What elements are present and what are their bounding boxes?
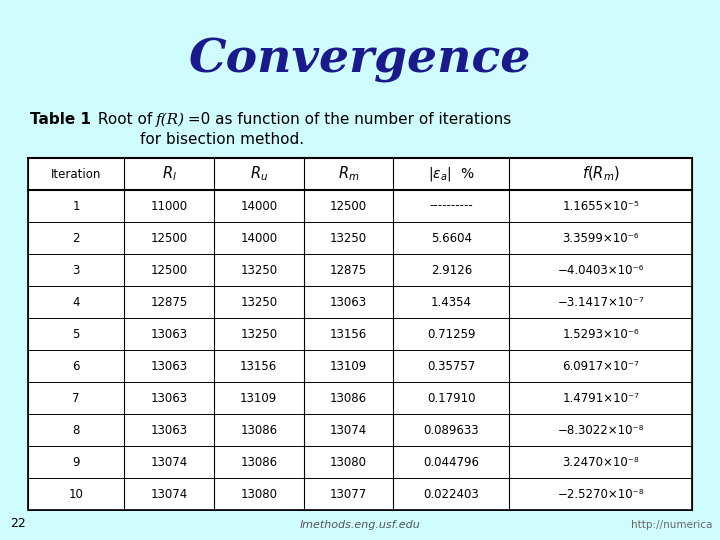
Text: 13250: 13250 <box>240 264 277 276</box>
Text: $R_l$: $R_l$ <box>161 165 176 184</box>
Text: lmethods.eng.usf.edu: lmethods.eng.usf.edu <box>300 520 420 530</box>
Text: 0.089633: 0.089633 <box>423 423 479 436</box>
Bar <box>28 158 692 510</box>
Text: for bisection method.: for bisection method. <box>140 132 304 147</box>
Text: 0.35757: 0.35757 <box>427 360 475 373</box>
Text: $|\epsilon_a|$  %: $|\epsilon_a|$ % <box>428 165 474 183</box>
Text: 12875: 12875 <box>330 264 367 276</box>
Text: 13063: 13063 <box>330 295 367 308</box>
Text: 13250: 13250 <box>330 232 367 245</box>
Text: 13086: 13086 <box>240 456 277 469</box>
Text: 13077: 13077 <box>330 488 367 501</box>
Text: =0 as function of the number of iterations: =0 as function of the number of iteratio… <box>183 112 511 127</box>
Text: 13074: 13074 <box>330 423 367 436</box>
Text: 0.044796: 0.044796 <box>423 456 480 469</box>
Text: 12500: 12500 <box>150 264 188 276</box>
Text: http://numerica: http://numerica <box>631 520 712 530</box>
Text: Iteration: Iteration <box>51 167 102 180</box>
Text: 13063: 13063 <box>150 360 188 373</box>
Text: 13063: 13063 <box>150 392 188 404</box>
Text: 5: 5 <box>73 327 80 341</box>
Text: 11000: 11000 <box>150 199 188 213</box>
Text: 13250: 13250 <box>240 295 277 308</box>
Text: 14000: 14000 <box>240 232 277 245</box>
Text: $R_u$: $R_u$ <box>250 165 268 184</box>
Text: 13156: 13156 <box>330 327 367 341</box>
Text: ----------: ---------- <box>429 199 473 213</box>
Text: 8: 8 <box>73 423 80 436</box>
Text: 13109: 13109 <box>330 360 367 373</box>
Text: 7: 7 <box>73 392 80 404</box>
Text: 3: 3 <box>73 264 80 276</box>
Text: 1: 1 <box>73 199 80 213</box>
Text: 1.4354: 1.4354 <box>431 295 472 308</box>
Text: 13080: 13080 <box>240 488 277 501</box>
Text: 1.4791×10⁻⁷: 1.4791×10⁻⁷ <box>562 392 639 404</box>
Text: $f(R_m)$: $f(R_m)$ <box>582 165 620 183</box>
Text: −2.5270×10⁻⁸: −2.5270×10⁻⁸ <box>557 488 644 501</box>
Text: −8.3022×10⁻⁸: −8.3022×10⁻⁸ <box>557 423 644 436</box>
Text: 13109: 13109 <box>240 392 277 404</box>
Text: 13063: 13063 <box>150 327 188 341</box>
Bar <box>28 158 692 510</box>
Text: 3.2470×10⁻⁸: 3.2470×10⁻⁸ <box>562 456 639 469</box>
Text: 12875: 12875 <box>150 295 188 308</box>
Text: 6.0917×10⁻⁷: 6.0917×10⁻⁷ <box>562 360 639 373</box>
Text: 2.9126: 2.9126 <box>431 264 472 276</box>
Text: 1.1655×10⁻⁵: 1.1655×10⁻⁵ <box>562 199 639 213</box>
Text: 3.3599×10⁻⁶: 3.3599×10⁻⁶ <box>562 232 639 245</box>
Text: −3.1417×10⁻⁷: −3.1417×10⁻⁷ <box>557 295 644 308</box>
Text: 13156: 13156 <box>240 360 277 373</box>
Text: Root of: Root of <box>93 112 157 127</box>
Text: 0.17910: 0.17910 <box>427 392 475 404</box>
Text: 13086: 13086 <box>240 423 277 436</box>
Text: 13250: 13250 <box>240 327 277 341</box>
Text: 9: 9 <box>73 456 80 469</box>
Text: 0.022403: 0.022403 <box>423 488 480 501</box>
Text: 13074: 13074 <box>150 456 188 469</box>
Text: 4: 4 <box>73 295 80 308</box>
Text: −4.0403×10⁻⁶: −4.0403×10⁻⁶ <box>557 264 644 276</box>
Text: 2: 2 <box>73 232 80 245</box>
Text: 14000: 14000 <box>240 199 277 213</box>
Text: 22: 22 <box>10 517 26 530</box>
Text: 12500: 12500 <box>150 232 188 245</box>
Text: f(R): f(R) <box>156 113 185 127</box>
Text: 13080: 13080 <box>330 456 367 469</box>
Text: 12500: 12500 <box>330 199 367 213</box>
Text: 13074: 13074 <box>150 488 188 501</box>
Text: 13086: 13086 <box>330 392 367 404</box>
Text: 13063: 13063 <box>150 423 188 436</box>
Text: 5.6604: 5.6604 <box>431 232 472 245</box>
Text: $R_m$: $R_m$ <box>338 165 359 184</box>
Text: 1.5293×10⁻⁶: 1.5293×10⁻⁶ <box>562 327 639 341</box>
Text: 10: 10 <box>68 488 84 501</box>
Text: 6: 6 <box>73 360 80 373</box>
Text: Table 1: Table 1 <box>30 112 91 127</box>
Text: 0.71259: 0.71259 <box>427 327 475 341</box>
Text: Convergence: Convergence <box>189 37 531 83</box>
